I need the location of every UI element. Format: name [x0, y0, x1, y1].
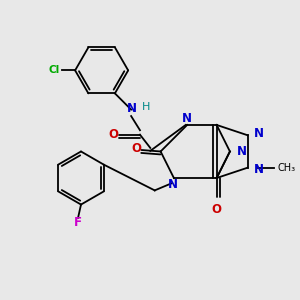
Text: N: N — [182, 112, 192, 125]
Text: F: F — [74, 216, 82, 229]
Text: CH₃: CH₃ — [277, 163, 295, 173]
Text: N: N — [237, 145, 247, 158]
Text: N: N — [254, 163, 264, 176]
Text: O: O — [131, 142, 141, 155]
Text: N: N — [254, 127, 264, 140]
Text: O: O — [212, 203, 222, 216]
Text: Cl: Cl — [49, 65, 60, 75]
Text: N: N — [127, 102, 137, 115]
Text: O: O — [108, 128, 118, 141]
Text: N: N — [168, 178, 178, 191]
Text: H: H — [142, 102, 151, 112]
